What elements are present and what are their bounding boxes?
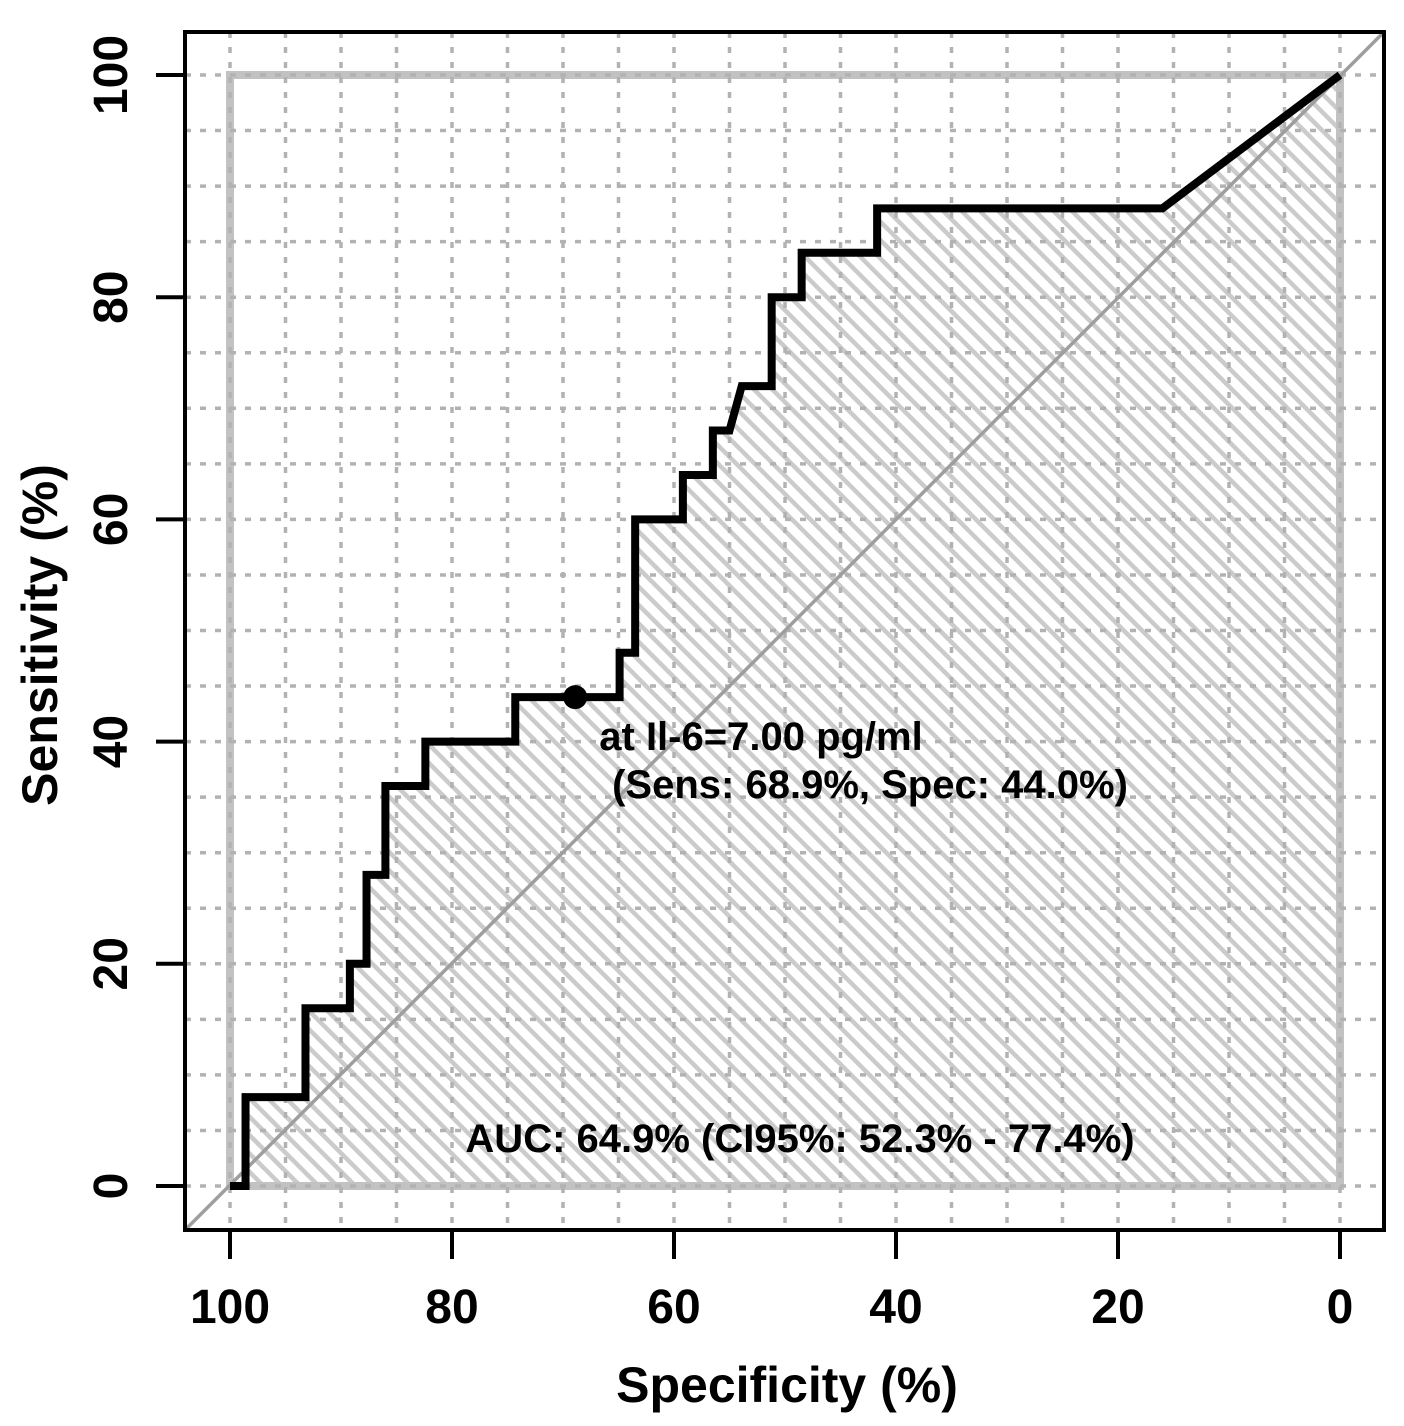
identity-line — [183, 30, 1386, 1232]
x-axis-title: Specificity (%) — [616, 1357, 958, 1413]
auc-label: AUC: 64.9% (CI95%: 52.3% - 77.4%) — [465, 1117, 1134, 1161]
threshold-point — [563, 685, 588, 710]
y-tick-label: 20 — [85, 937, 138, 990]
x-tick-label: 100 — [190, 1281, 270, 1334]
y-tick-label: 40 — [85, 715, 138, 768]
threshold-label-line1: at Il-6=7.00 pg/ml — [599, 715, 922, 759]
y-tick-label: 60 — [85, 493, 138, 546]
plot-geometry: 100 80 60 40 20 0 0 20 40 60 80 100 — [85, 30, 1386, 1334]
plot-frame — [183, 30, 1386, 1232]
y-tick-label: 80 — [85, 271, 138, 324]
x-tick-label: 60 — [647, 1281, 700, 1334]
x-tick-label: 40 — [869, 1281, 922, 1334]
x-tick-label: 0 — [1327, 1281, 1354, 1334]
x-tick-label: 80 — [425, 1281, 478, 1334]
threshold-label-line2: (Sens: 68.9%, Spec: 44.0%) — [612, 763, 1128, 807]
roc-curve — [230, 71, 1343, 1190]
y-axis-title: Sensitivity (%) — [12, 464, 68, 806]
y-tick-label: 100 — [85, 35, 138, 115]
y-tick-label: 0 — [85, 1173, 138, 1200]
x-tick-label: 20 — [1091, 1281, 1144, 1334]
